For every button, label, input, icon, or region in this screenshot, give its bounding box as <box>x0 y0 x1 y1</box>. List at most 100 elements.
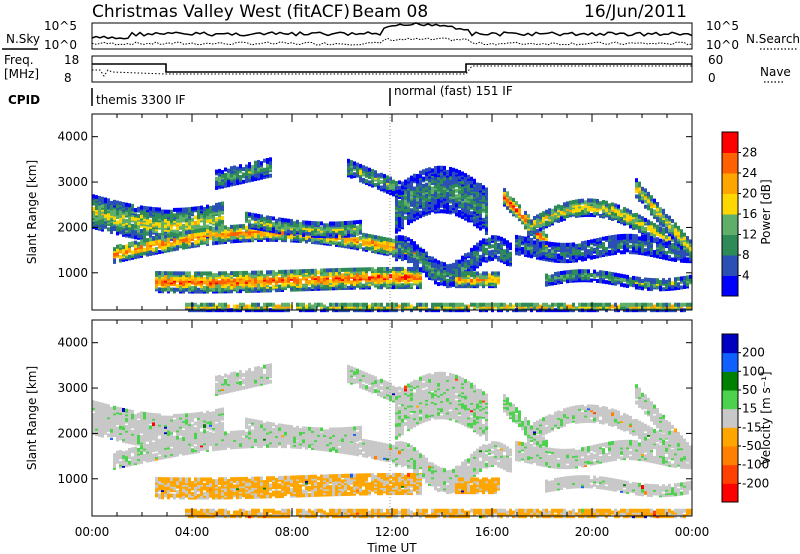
power-cell <box>269 157 272 162</box>
power-cell <box>452 191 455 196</box>
power-cell <box>473 245 476 250</box>
power-cell <box>182 207 185 212</box>
power-cell <box>203 271 206 276</box>
power-cell <box>353 224 356 229</box>
power-cell <box>269 277 272 282</box>
power-cell <box>302 220 305 225</box>
power-cell <box>545 241 548 246</box>
power-cell <box>215 226 218 231</box>
power-cell <box>602 242 605 247</box>
power-cell <box>371 234 374 239</box>
power-cell <box>470 176 473 181</box>
power-cell <box>377 302 380 307</box>
power-cell <box>155 247 158 252</box>
power-cell <box>473 302 476 307</box>
power-cell <box>395 220 398 225</box>
power-cell <box>602 205 605 210</box>
power-cell <box>278 269 281 274</box>
freq-series <box>92 63 692 73</box>
power-cell <box>461 271 464 276</box>
power-cell <box>389 176 392 181</box>
power-cell <box>209 230 212 235</box>
power-cell <box>170 233 173 238</box>
power-cell <box>335 271 338 276</box>
power-cell <box>215 231 218 236</box>
power-cell <box>470 271 473 276</box>
power-cell <box>563 274 566 279</box>
power-cell <box>113 258 116 263</box>
power-cell <box>257 167 260 172</box>
power-cell <box>449 176 452 181</box>
power-cell <box>122 201 125 206</box>
power-cell <box>392 179 395 184</box>
power-cell <box>455 168 458 173</box>
power-cell <box>263 283 266 288</box>
power-cell <box>545 233 548 238</box>
power-cell <box>470 198 473 203</box>
power-cell <box>341 302 344 307</box>
power-cell <box>185 207 188 212</box>
power-cell <box>596 302 599 307</box>
power-cell <box>482 302 485 307</box>
power-cell <box>200 225 203 230</box>
nsky-label: N.Sky <box>6 32 40 46</box>
power-cell <box>566 248 569 253</box>
power-cell <box>548 248 551 253</box>
power-cell <box>266 163 269 168</box>
power-cell <box>134 244 137 249</box>
power-cell <box>194 271 197 276</box>
power-cell <box>116 220 119 225</box>
power-cell <box>284 302 287 307</box>
power-cell <box>416 302 419 307</box>
power-cell <box>191 275 194 280</box>
power-cell <box>239 289 242 294</box>
power-cell <box>353 267 356 272</box>
power-cell <box>437 302 440 307</box>
power-cell <box>509 242 512 247</box>
power-cell <box>116 244 119 249</box>
power-cell <box>509 196 512 201</box>
power-cell <box>200 214 203 219</box>
power-cell <box>329 221 332 226</box>
power-cell <box>290 273 293 278</box>
power-cell <box>125 218 128 223</box>
power-cell <box>323 268 326 273</box>
power-cell <box>206 275 209 280</box>
power-cell <box>560 302 563 307</box>
cpid-label: CPID <box>8 93 40 107</box>
power-cell <box>542 255 545 260</box>
power-cell <box>233 239 236 244</box>
power-cell <box>362 271 365 276</box>
power-cell <box>413 173 416 178</box>
power-cell <box>494 242 497 247</box>
power-cell <box>440 202 443 207</box>
power-cell <box>347 158 350 163</box>
power-cell <box>374 170 377 175</box>
power-cell <box>590 252 593 257</box>
power-cell <box>350 267 353 272</box>
power-cell <box>563 302 566 307</box>
power-cell <box>107 201 110 206</box>
power-cell <box>401 207 404 212</box>
power-cell <box>593 306 596 311</box>
power-cell <box>149 230 152 235</box>
power-cell <box>365 281 368 286</box>
power-cell <box>599 201 602 206</box>
power-cell <box>368 180 371 185</box>
power-cell <box>179 216 182 221</box>
nsearch-tick-bottom: 10^0 <box>706 38 739 52</box>
power-cell <box>542 240 545 245</box>
power-cell <box>239 302 242 307</box>
power-cell <box>407 266 410 271</box>
power-cell <box>359 267 362 272</box>
power-cell <box>476 206 479 211</box>
power-cell <box>263 274 266 279</box>
power-cell <box>227 278 230 283</box>
power-cell <box>497 255 500 260</box>
power-cell <box>413 253 416 258</box>
power-cell <box>326 226 329 231</box>
power-cell <box>587 240 590 245</box>
power-cell <box>407 182 410 187</box>
power-cell <box>167 246 170 251</box>
power-cell <box>176 233 179 238</box>
